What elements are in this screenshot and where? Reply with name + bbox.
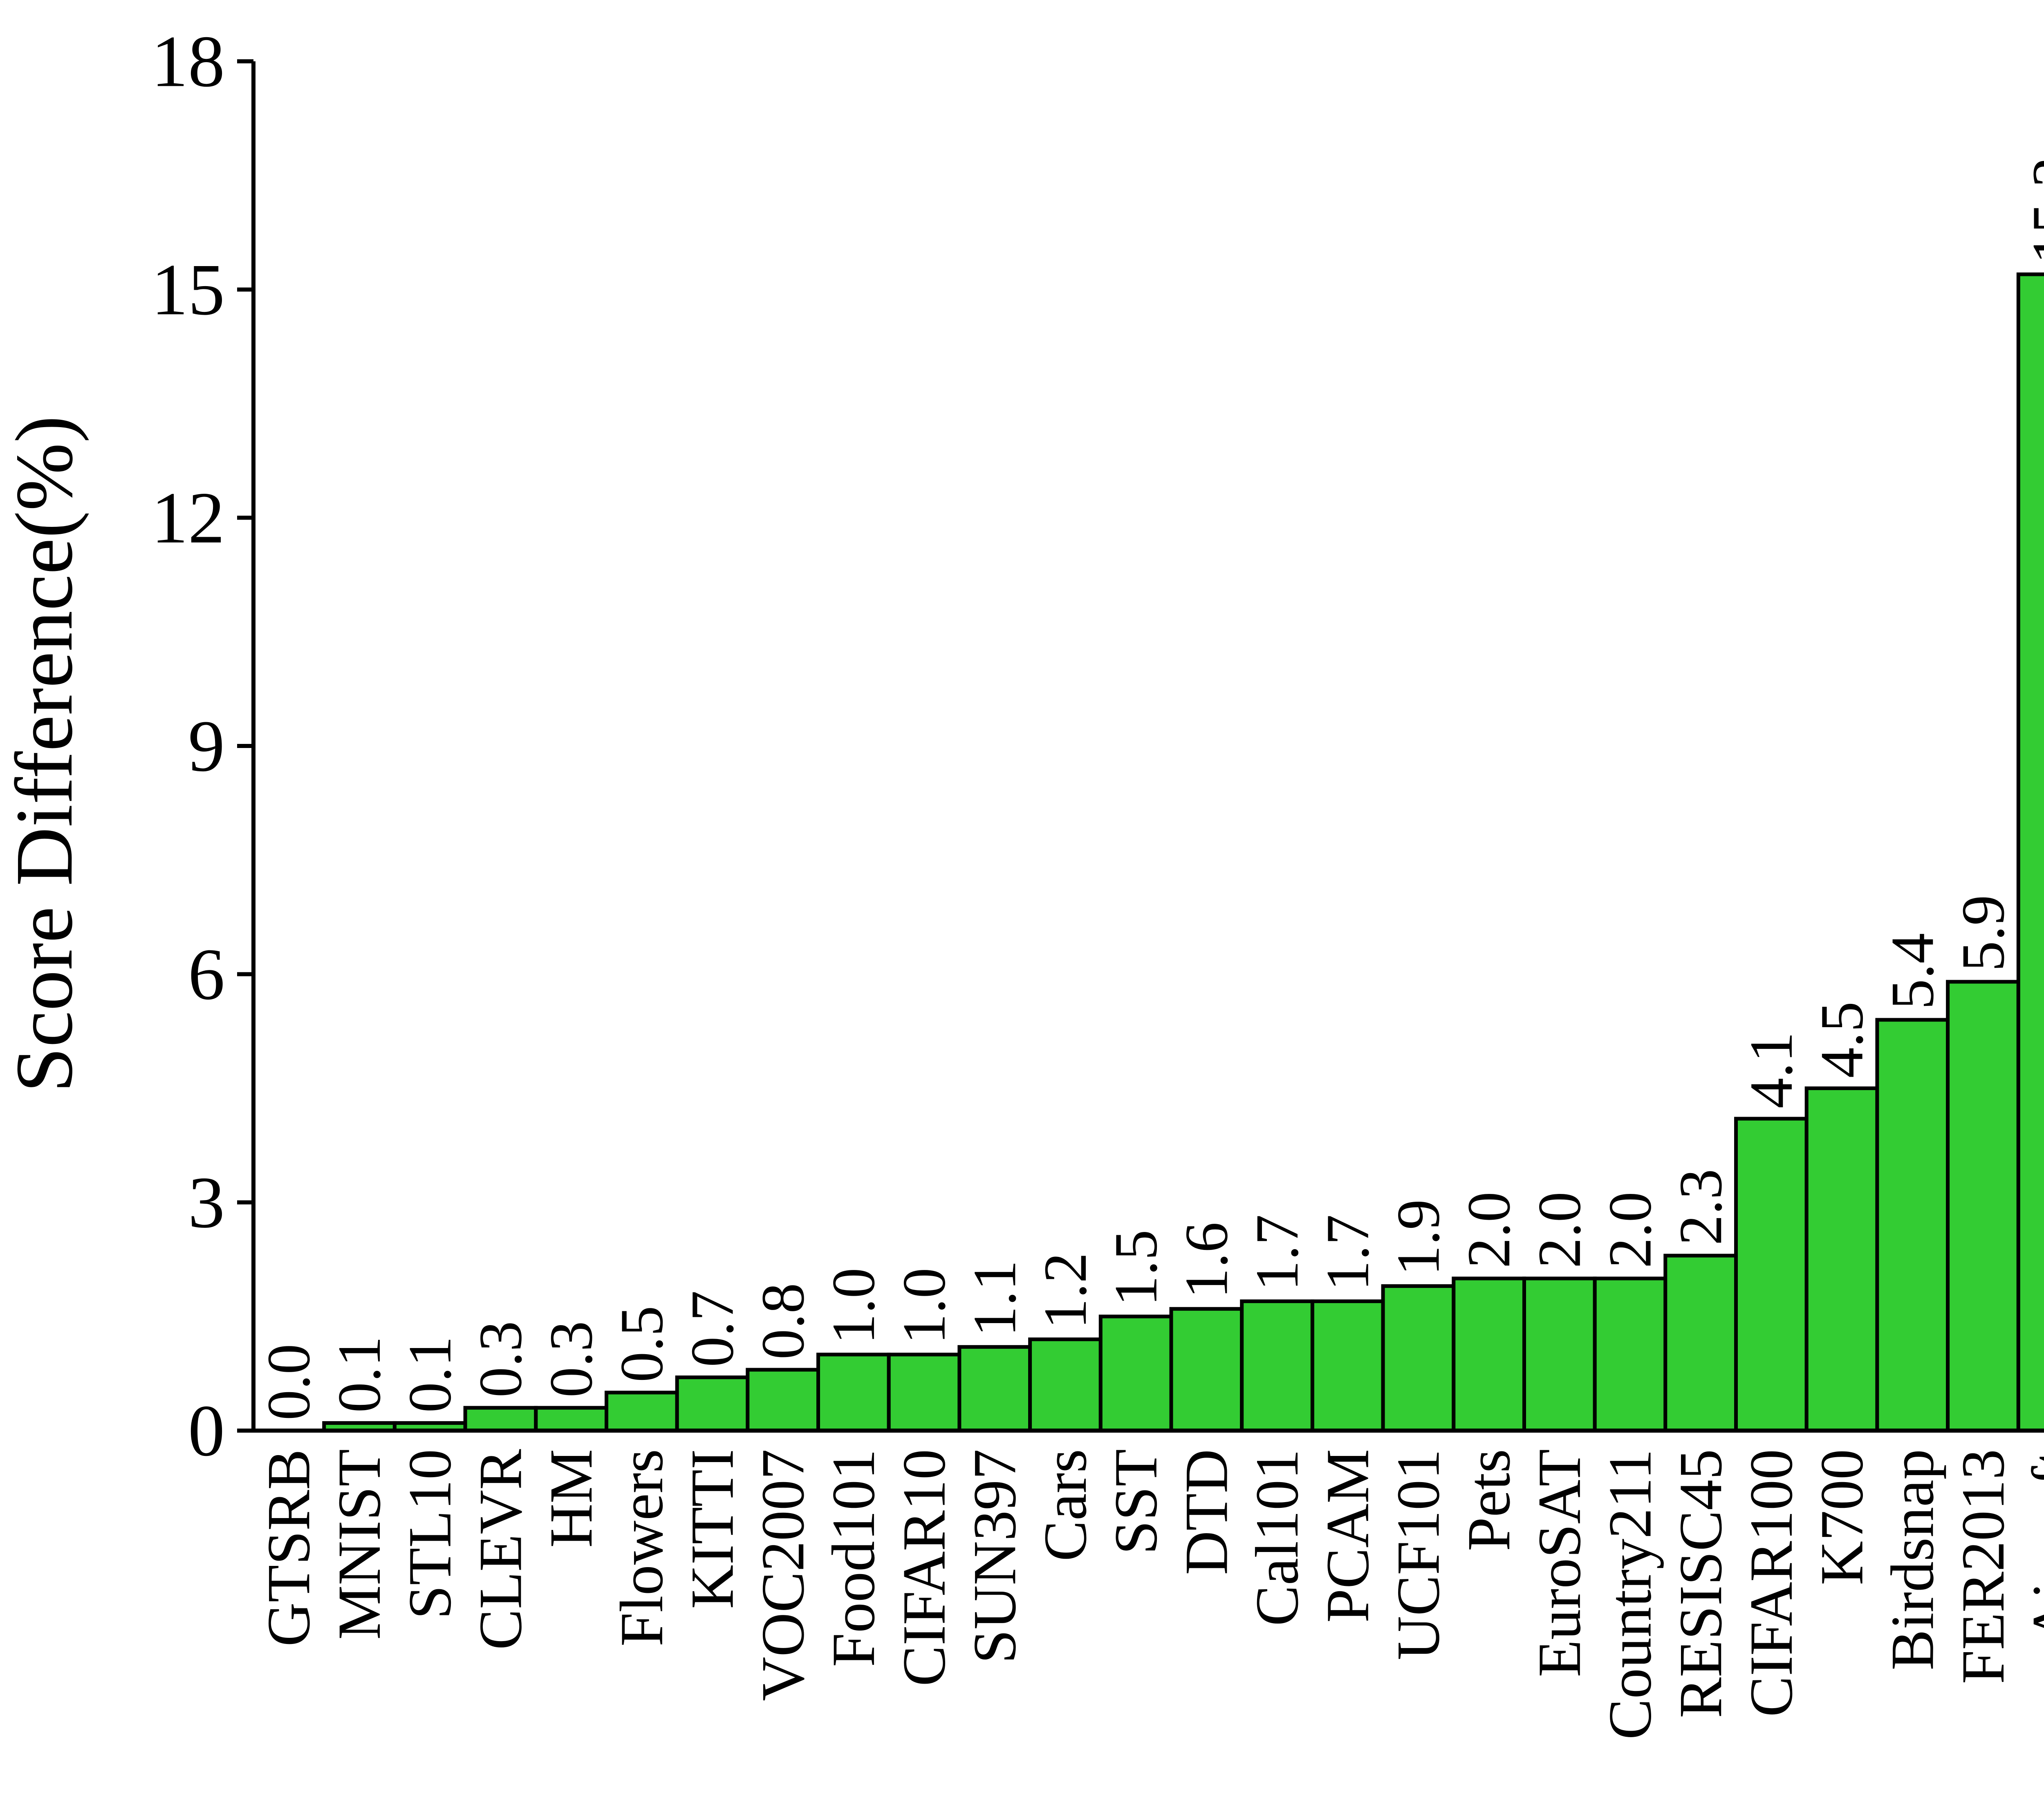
bar-eurosat [1522, 1277, 1597, 1433]
bar-pcam [1310, 1299, 1385, 1433]
value-label: 2.3 [1667, 1169, 1735, 1245]
bars-group [322, 272, 2044, 1433]
x-tick-label: Cars [1031, 1449, 1099, 1561]
x-tick-label: Country211 [1596, 1449, 1664, 1740]
value-label: 0.8 [749, 1283, 817, 1360]
value-label: 4.1 [1737, 1032, 1805, 1109]
value-label: 2.0 [1596, 1191, 1664, 1268]
x-tick-label: Aircraft [2020, 1449, 2044, 1643]
y-tick-label: 0 [188, 1390, 225, 1471]
bar-country211 [1593, 1277, 1667, 1433]
x-tick-label: HM [537, 1449, 605, 1548]
x-tick-label: CLEVR [466, 1449, 534, 1650]
value-label: 1.0 [820, 1268, 888, 1344]
x-tick-label: PCAM [1314, 1449, 1382, 1623]
x-tick-label: DTD [1172, 1449, 1240, 1575]
value-label: 1.0 [890, 1268, 958, 1344]
y-tick-label: 12 [151, 477, 225, 558]
value-label: 1.2 [1031, 1252, 1099, 1329]
bar-cifar10 [887, 1353, 961, 1433]
bar-hm [534, 1406, 609, 1433]
bar-cal101 [1240, 1299, 1314, 1433]
value-label: 1.1 [961, 1260, 1029, 1337]
value-label: 1.7 [1243, 1214, 1311, 1291]
value-label: 0.3 [537, 1321, 605, 1398]
value-label: 4.5 [1808, 1001, 1876, 1078]
bar-cifar100 [1734, 1117, 1809, 1433]
bar-voc2007 [746, 1368, 820, 1433]
y-tick-label: 18 [151, 21, 225, 102]
bar-resisc45 [1663, 1254, 1738, 1433]
x-tick-label: Flowers [608, 1449, 676, 1646]
bar-k700 [1804, 1086, 1879, 1433]
bar-fer2013 [1946, 980, 2020, 1433]
x-tick-label: UCF101 [1384, 1449, 1452, 1660]
bar-cars [1028, 1337, 1103, 1433]
x-tick-label: STL10 [396, 1449, 464, 1619]
value-label: 1.9 [1384, 1199, 1452, 1276]
bar-aircraft [2016, 272, 2044, 1433]
value-label: 0.1 [325, 1336, 393, 1413]
value-label: 5.4 [1878, 933, 1946, 1010]
x-tick-label: Birdsnap [1878, 1449, 1946, 1671]
y-tick-label: 9 [188, 705, 225, 787]
x-tick-label: SST [1102, 1449, 1170, 1554]
x-tick-label: KITTI [679, 1449, 746, 1609]
value-label: 15.2 [2020, 157, 2044, 264]
value-label: 2.0 [1526, 1191, 1594, 1268]
y-tick-label: 15 [151, 249, 225, 330]
bar-pets [1452, 1277, 1526, 1433]
value-label: 0.7 [679, 1290, 746, 1367]
bar-ucf101 [1381, 1284, 1456, 1433]
value-label: 0.1 [396, 1336, 464, 1413]
value-label: 0.5 [608, 1306, 676, 1382]
x-tick-label: RESISC45 [1667, 1449, 1735, 1718]
x-tick-label: MNIST [325, 1449, 393, 1640]
bar-sun397 [957, 1345, 1032, 1433]
x-tick-label: Pets [1455, 1449, 1523, 1551]
value-label: 5.9 [1949, 895, 2017, 972]
x-tick-label: SUN397 [961, 1449, 1029, 1664]
value-label: 0.0 [255, 1344, 323, 1421]
x-tick-label: EuroSAT [1526, 1449, 1594, 1677]
value-label: 2.0 [1455, 1191, 1523, 1268]
value-labels-group: 0.0 0.1 0.1 0.3 0.3 0.5 0.7 0.8 1.0 1.0 1.1 1.2 1.5 1… [255, 157, 2044, 1420]
y-tick-label: 3 [188, 1162, 225, 1243]
y-tick-label: 6 [188, 934, 225, 1015]
bar-kitti [675, 1375, 750, 1433]
bar-birdsnap [1875, 1018, 1950, 1433]
x-tick-label: VOC2007 [749, 1449, 817, 1701]
value-label: 1.7 [1314, 1214, 1382, 1291]
bar-dtd [1169, 1307, 1244, 1433]
bar-clevr [463, 1406, 538, 1433]
x-axis: GTSRB MNIST STL10 CLEVR HM Flowers KITTI VOC200… [237, 1429, 2044, 1740]
bar-flowers [605, 1391, 679, 1433]
x-tick-label: FER2013 [1949, 1449, 2017, 1684]
y-axis: 0 3 6 9 12 15 18 [151, 21, 256, 1471]
x-tick-label: CIFAR10 [890, 1449, 958, 1686]
x-tick-label: Food101 [820, 1449, 888, 1667]
value-label: 1.5 [1102, 1229, 1170, 1306]
bar-sst [1098, 1315, 1173, 1433]
x-tick-label: GTSRB [255, 1449, 323, 1646]
y-axis-label: Score Difference(%) [0, 416, 90, 1093]
value-label: 0.3 [466, 1321, 534, 1398]
value-label: 1.6 [1172, 1222, 1240, 1299]
bar-food101 [816, 1353, 891, 1433]
x-tick-label: Cal101 [1243, 1449, 1311, 1626]
x-tick-label: CIFAR100 [1737, 1449, 1805, 1717]
x-tick-label: K700 [1808, 1449, 1876, 1585]
